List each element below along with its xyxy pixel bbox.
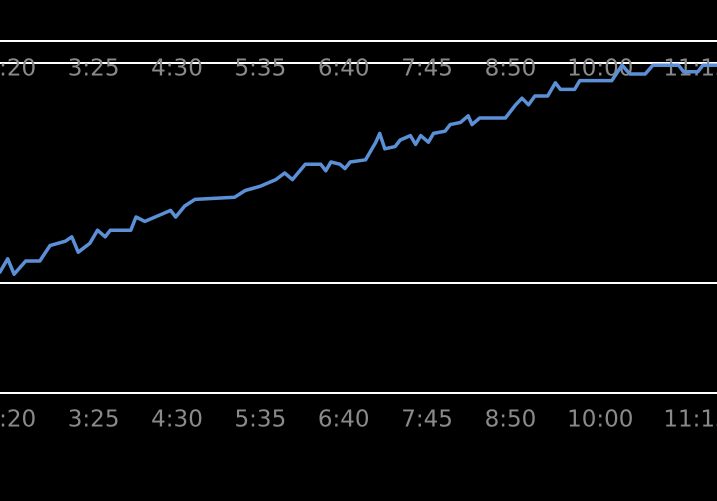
x-tick-label-bottom: 3:25 (68, 407, 120, 433)
x-tick-label-bottom: 8:50 (485, 407, 537, 433)
x-tick-label-top: 11:15 (663, 56, 717, 82)
x-tick-label-top: 3:25 (68, 56, 120, 82)
x-tick-label-bottom: 6:40 (318, 407, 370, 433)
x-tick-label-bottom: 4:30 (151, 407, 203, 433)
x-tick-label-bottom: 10:00 (567, 407, 633, 433)
x-tick-label-bottom: 7:45 (401, 407, 453, 433)
x-tick-label-top: 6:40 (318, 56, 370, 82)
data-line (0, 63, 717, 276)
x-tick-label-top: 2:20 (0, 56, 36, 82)
x-tick-label-bottom: 5:35 (235, 407, 287, 433)
x-tick-label-top: 4:30 (151, 56, 203, 82)
x-tick-label-top: 8:50 (485, 56, 537, 82)
x-tick-label-top: 7:45 (401, 56, 453, 82)
x-tick-label-top: 10:00 (567, 56, 633, 82)
x-tick-label-bottom: 2:20 (0, 407, 36, 433)
x-tick-label-top: 5:35 (235, 56, 287, 82)
x-tick-label-bottom: 11:15 (663, 407, 717, 433)
